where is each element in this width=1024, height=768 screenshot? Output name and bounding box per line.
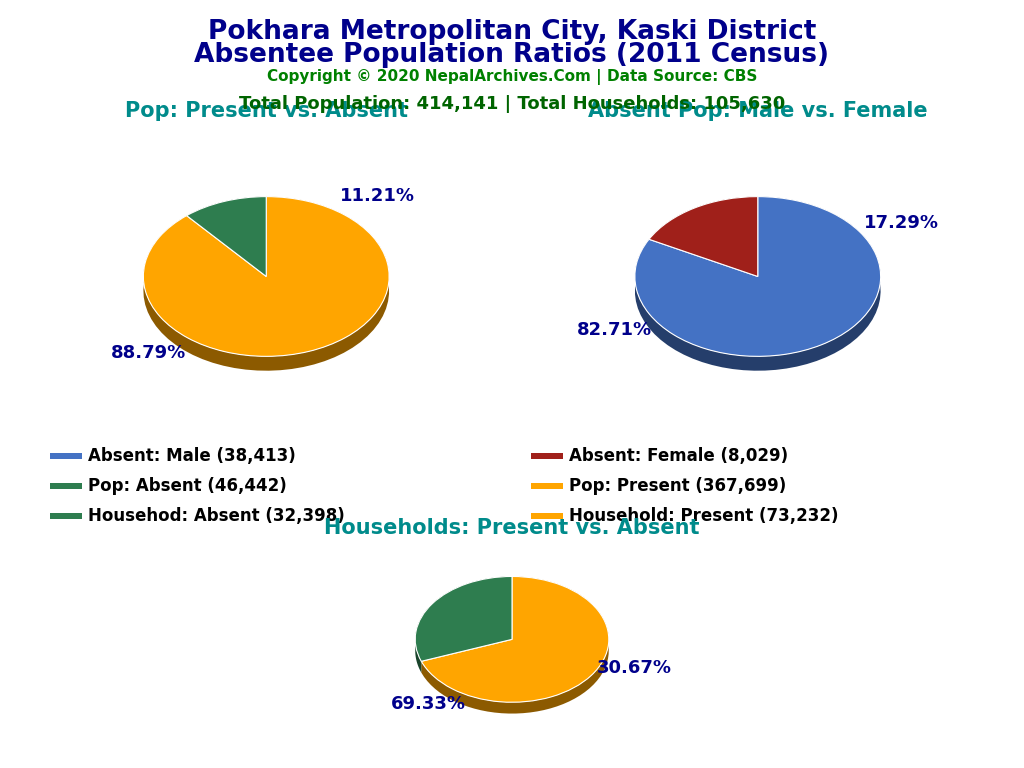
Wedge shape bbox=[635, 197, 881, 356]
Text: Absentee Population Ratios (2011 Census): Absentee Population Ratios (2011 Census) bbox=[195, 42, 829, 68]
Text: 82.71%: 82.71% bbox=[577, 321, 651, 339]
Text: Pokhara Metropolitan City, Kaski District: Pokhara Metropolitan City, Kaski Distric… bbox=[208, 19, 816, 45]
Title: Absent Pop: Male vs. Female: Absent Pop: Male vs. Female bbox=[588, 101, 928, 121]
FancyBboxPatch shape bbox=[50, 453, 82, 458]
Text: Househod: Absent (32,398): Househod: Absent (32,398) bbox=[87, 507, 344, 525]
Polygon shape bbox=[421, 577, 608, 713]
Text: 17.29%: 17.29% bbox=[864, 214, 939, 232]
FancyBboxPatch shape bbox=[531, 483, 563, 488]
Polygon shape bbox=[186, 197, 266, 230]
Text: 88.79%: 88.79% bbox=[112, 344, 186, 362]
FancyBboxPatch shape bbox=[531, 453, 563, 458]
Text: Pop: Absent (46,442): Pop: Absent (46,442) bbox=[87, 477, 287, 495]
Text: Absent: Male (38,413): Absent: Male (38,413) bbox=[87, 447, 295, 465]
Text: 69.33%: 69.33% bbox=[390, 695, 466, 713]
Text: Households: Present vs. Absent: Households: Present vs. Absent bbox=[325, 518, 699, 538]
Text: 11.21%: 11.21% bbox=[340, 187, 415, 205]
Text: Absent: Female (8,029): Absent: Female (8,029) bbox=[568, 447, 787, 465]
Wedge shape bbox=[143, 197, 389, 356]
Wedge shape bbox=[421, 577, 608, 702]
Polygon shape bbox=[143, 197, 389, 371]
Text: Household: Present (73,232): Household: Present (73,232) bbox=[568, 507, 839, 525]
Text: Copyright © 2020 NepalArchives.Com | Data Source: CBS: Copyright © 2020 NepalArchives.Com | Dat… bbox=[267, 69, 757, 85]
Polygon shape bbox=[635, 197, 881, 371]
Polygon shape bbox=[416, 577, 512, 673]
FancyBboxPatch shape bbox=[50, 483, 82, 488]
Wedge shape bbox=[186, 197, 266, 276]
FancyBboxPatch shape bbox=[50, 514, 82, 518]
Text: 30.67%: 30.67% bbox=[597, 660, 673, 677]
Text: Pop: Present (367,699): Pop: Present (367,699) bbox=[568, 477, 786, 495]
Title: Pop: Present vs. Absent: Pop: Present vs. Absent bbox=[125, 101, 408, 121]
FancyBboxPatch shape bbox=[531, 514, 563, 518]
Polygon shape bbox=[649, 197, 758, 253]
Wedge shape bbox=[416, 577, 512, 661]
Text: Total Population: 414,141 | Total Households: 105,630: Total Population: 414,141 | Total Househ… bbox=[239, 95, 785, 113]
Wedge shape bbox=[649, 197, 758, 276]
